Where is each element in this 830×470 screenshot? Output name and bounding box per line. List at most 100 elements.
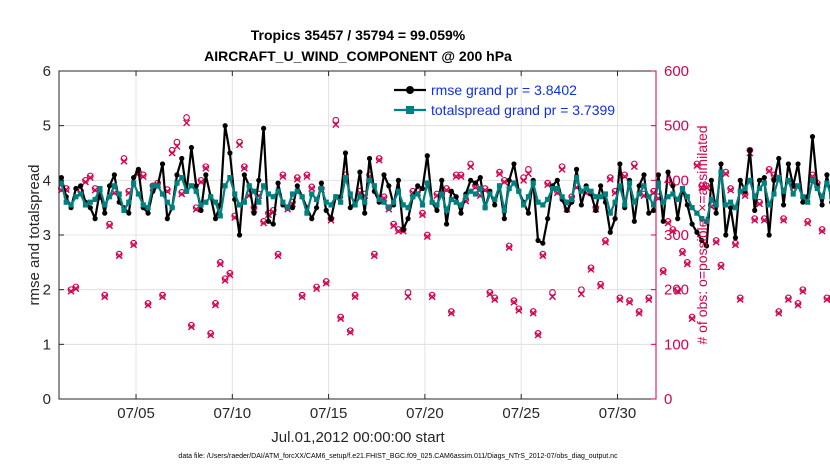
obs-assimilated-marker bbox=[544, 181, 552, 189]
right-y-tick-label: 500 bbox=[664, 118, 689, 135]
obs-assimilated-marker bbox=[731, 241, 739, 249]
obs-assimilated-marker bbox=[505, 244, 513, 252]
chart-title-line2: AIRCRAFT_U_WIND_COMPONENT @ 200 hPa bbox=[204, 48, 512, 64]
rmse-point bbox=[318, 180, 324, 186]
rmse-point bbox=[265, 218, 272, 224]
totalspread-point bbox=[732, 205, 739, 211]
obs-assimilated-marker bbox=[736, 296, 744, 304]
obs-possible-marker bbox=[346, 327, 354, 335]
obs-assimilated-marker bbox=[616, 296, 624, 304]
obs-assimilated-marker bbox=[447, 309, 455, 317]
totalspread-point bbox=[63, 199, 69, 205]
totalspread-point bbox=[405, 205, 411, 211]
obs-possible-marker bbox=[207, 330, 215, 337]
totalspread-point bbox=[660, 199, 666, 205]
obs-assimilated-marker bbox=[717, 263, 725, 271]
obs-assimilated-marker bbox=[727, 186, 735, 194]
rmse-point bbox=[227, 150, 233, 156]
totalspread-point bbox=[583, 185, 589, 192]
rmse-point bbox=[58, 175, 65, 181]
right-y-tick-label: 600 bbox=[664, 63, 689, 80]
obs-assimilated-marker bbox=[375, 156, 383, 164]
rmse-point bbox=[448, 188, 454, 194]
totalspread-point bbox=[309, 191, 315, 197]
right-y-axis-ticks: 0 100 200 300 400 500 600 bbox=[651, 63, 689, 408]
totalspread-point bbox=[573, 175, 580, 181]
rmse-point bbox=[289, 205, 296, 211]
totalspread-point bbox=[376, 196, 382, 203]
obs-assimilated-marker bbox=[799, 287, 807, 295]
rmse-point bbox=[342, 150, 349, 156]
obs-assimilated-marker bbox=[370, 252, 378, 260]
obs-assimilated-marker bbox=[534, 331, 542, 339]
totalspread-point bbox=[607, 210, 613, 216]
obs-assimilated-marker bbox=[101, 293, 109, 301]
obs-possible-marker bbox=[578, 286, 585, 294]
obs-possible-marker bbox=[626, 297, 633, 304]
rmse-point bbox=[102, 210, 108, 216]
totalspread-point bbox=[415, 191, 421, 197]
obs-assimilated-marker bbox=[722, 170, 730, 178]
totalspread-point bbox=[805, 199, 811, 205]
obs-assimilated-marker bbox=[226, 271, 234, 279]
obs-assimilated-marker bbox=[351, 293, 359, 301]
totalspread-point bbox=[328, 202, 334, 208]
totalspread-point bbox=[756, 185, 763, 192]
rmse-point bbox=[612, 216, 618, 222]
rmse-point bbox=[631, 218, 637, 224]
left-y-tick-label: 5 bbox=[43, 118, 51, 135]
totalspread-point bbox=[68, 202, 74, 208]
obs-assimilated-marker bbox=[678, 249, 686, 257]
obs-assimilated-marker bbox=[428, 293, 436, 301]
totalspread-point bbox=[333, 194, 339, 200]
obs-possible-marker bbox=[525, 166, 532, 173]
totalspread-point bbox=[549, 185, 556, 192]
totalspread-point bbox=[150, 183, 156, 189]
x-tick-label: 07/20 bbox=[406, 405, 444, 422]
totalspread-point bbox=[564, 199, 570, 205]
obs-assimilated-marker bbox=[712, 238, 720, 246]
obs-possible-marker bbox=[106, 220, 113, 228]
obs-assimilated-marker bbox=[664, 219, 672, 227]
rmse-point bbox=[617, 161, 623, 167]
totalspread-point bbox=[521, 202, 527, 208]
right-y-axis-label: # of obs: o=possible; ×=assimilated bbox=[694, 125, 710, 344]
totalspread-point bbox=[410, 194, 416, 200]
rmse-point bbox=[362, 210, 368, 216]
rmse-point bbox=[655, 172, 662, 178]
rmse-point bbox=[309, 216, 315, 222]
totalspread-point bbox=[217, 213, 223, 219]
right-y-tick-label: 300 bbox=[664, 227, 689, 244]
obs-possible-marker bbox=[510, 297, 518, 304]
rmse-point bbox=[395, 177, 402, 183]
obs-assimilated-marker bbox=[775, 309, 783, 317]
rmse-point bbox=[126, 210, 132, 216]
rmse-point bbox=[164, 216, 170, 222]
totalspread-point bbox=[400, 202, 406, 208]
totalspread-point bbox=[511, 180, 517, 186]
obs-possible-marker bbox=[775, 308, 783, 315]
obs-assimilated-marker bbox=[496, 170, 504, 178]
obs-assimilated-marker bbox=[760, 216, 768, 224]
obs-assimilated-marker bbox=[120, 157, 128, 165]
totalspread-point bbox=[391, 199, 397, 205]
totalspread-point bbox=[545, 196, 551, 203]
totalspread-point bbox=[785, 177, 791, 183]
rmse-point bbox=[785, 161, 791, 167]
totalspread-point bbox=[708, 196, 714, 203]
totalspread-point bbox=[699, 216, 705, 222]
obs-possible-marker bbox=[269, 207, 277, 214]
obs-assimilated-marker bbox=[419, 211, 426, 219]
obs-assimilated-marker bbox=[211, 301, 219, 309]
obs-assimilated-marker bbox=[303, 173, 311, 181]
totalspread-point bbox=[540, 202, 546, 208]
rmse-point bbox=[212, 216, 219, 222]
obs-assimilated-marker bbox=[601, 238, 609, 246]
totalspread-point bbox=[280, 199, 286, 205]
obs-possible-marker bbox=[659, 267, 667, 274]
obs-assimilated-marker bbox=[207, 331, 215, 339]
x-tick-label: 07/25 bbox=[502, 405, 540, 422]
totalspread-point bbox=[419, 202, 426, 208]
obs-assimilated-marker bbox=[645, 296, 653, 304]
totalspread-point bbox=[203, 199, 209, 205]
